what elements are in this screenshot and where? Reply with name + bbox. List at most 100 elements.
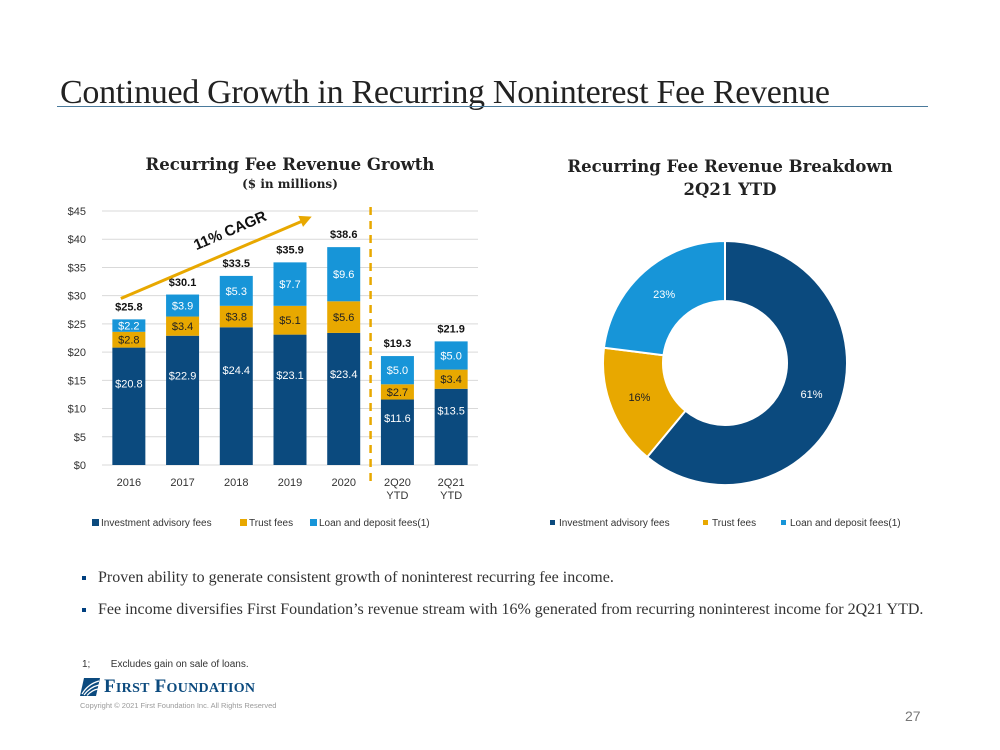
bar-value-label: $2.2 bbox=[118, 321, 139, 333]
legend-swatch bbox=[550, 520, 555, 525]
bar-chart-title: Recurring Fee Revenue Growth bbox=[145, 155, 435, 174]
bar-segment bbox=[166, 294, 200, 317]
y-tick-label: $20 bbox=[68, 347, 86, 359]
x-tick-label: 2Q21 bbox=[438, 477, 465, 489]
bar-total-label: $30.1 bbox=[169, 277, 197, 289]
bar-value-label: $5.6 bbox=[333, 312, 354, 324]
bar-chart-subtitle: ($ in millions) bbox=[242, 177, 338, 191]
bar-segment bbox=[219, 275, 253, 306]
bar-value-label: $3.4 bbox=[172, 321, 193, 333]
bar-segment bbox=[219, 305, 253, 328]
pie-chart-title-line2: 2Q21 YTD bbox=[683, 180, 777, 199]
bar-value-label: $9.6 bbox=[333, 269, 354, 281]
x-tick-label: 2018 bbox=[224, 477, 248, 489]
footnote: 1; Excludes gain on sale of loans. bbox=[82, 659, 249, 670]
pie-chart-title-line1: Recurring Fee Revenue Breakdown bbox=[567, 157, 893, 176]
page-title: Continued Growth in Recurring Noninteres… bbox=[60, 74, 830, 111]
footnote-number: 1; bbox=[82, 659, 91, 670]
bar-value-label: $3.9 bbox=[172, 301, 193, 313]
title-underline bbox=[57, 106, 928, 107]
bar-segment bbox=[273, 334, 307, 465]
bar-segment bbox=[273, 262, 307, 306]
legend-swatch bbox=[240, 519, 247, 526]
bar-value-label: $2.7 bbox=[387, 387, 408, 399]
legend-swatch bbox=[703, 520, 708, 525]
bar-value-label: $7.7 bbox=[279, 279, 300, 291]
y-tick-label: $5 bbox=[74, 432, 86, 444]
x-tick-label: YTD bbox=[386, 490, 408, 502]
legend-label: Trust fees bbox=[249, 518, 293, 529]
legend-swatch bbox=[92, 519, 99, 526]
x-tick-label: 2020 bbox=[331, 477, 355, 489]
bar-value-label: $5.3 bbox=[226, 286, 247, 298]
bar-value-label: $13.5 bbox=[437, 406, 465, 418]
bullet-text: Fee income diversifies First Foundation’… bbox=[98, 601, 924, 618]
y-tick-label: $40 bbox=[68, 234, 86, 246]
bar-value-label: $23.1 bbox=[276, 370, 304, 382]
bar-segment bbox=[327, 247, 361, 302]
bar-segment bbox=[380, 384, 414, 400]
bar-value-label: $20.8 bbox=[115, 379, 143, 391]
cagr-arrow-head-icon bbox=[298, 215, 312, 227]
bar-segment bbox=[166, 335, 200, 465]
bar-segment bbox=[380, 399, 414, 465]
cagr-annotation: 11% CAGR bbox=[191, 208, 269, 254]
bar-segment bbox=[219, 327, 253, 465]
cagr-arrow-line bbox=[120, 218, 307, 300]
company-logo: FIRST FOUNDATION bbox=[80, 676, 255, 697]
bar-total-label: $33.5 bbox=[223, 258, 251, 270]
y-tick-label: $45 bbox=[68, 206, 86, 218]
bar-segment bbox=[434, 369, 468, 389]
bar-value-label: $22.9 bbox=[169, 371, 197, 383]
bullet-item: Fee income diversifies First Foundation’… bbox=[82, 600, 932, 620]
bar-value-label: $5.0 bbox=[387, 365, 408, 377]
bar-value-label: $5.1 bbox=[279, 315, 300, 327]
copyright-text: Copyright © 2021 First Foundation Inc. A… bbox=[80, 701, 277, 710]
bullet-marker-icon bbox=[82, 608, 86, 612]
bar-total-label: $19.3 bbox=[384, 338, 412, 350]
bar-value-label: $3.4 bbox=[440, 374, 461, 386]
legend-label: Investment advisory fees bbox=[559, 518, 670, 529]
bar-segment bbox=[380, 356, 414, 385]
bar-segment bbox=[327, 301, 361, 333]
bar-value-label: $11.6 bbox=[384, 413, 411, 425]
bar-segment bbox=[112, 319, 146, 332]
legend-label: Loan and deposit fees(1) bbox=[790, 518, 901, 529]
bar-segment bbox=[273, 305, 307, 335]
footnote-text: Excludes gain on sale of loans. bbox=[110, 659, 249, 670]
legend-label: Loan and deposit fees(1) bbox=[319, 518, 430, 529]
donut-slice bbox=[602, 239, 726, 357]
y-tick-label: $25 bbox=[68, 319, 86, 331]
bullet-marker-icon bbox=[82, 576, 86, 580]
logo-mark-icon bbox=[80, 678, 100, 696]
legend-swatch bbox=[781, 520, 786, 525]
x-tick-label: YTD bbox=[440, 490, 462, 502]
donut-slice-label: 61% bbox=[801, 389, 823, 401]
bar-segment bbox=[434, 388, 468, 465]
x-tick-label: 2016 bbox=[117, 477, 141, 489]
x-tick-label: 2Q20 bbox=[384, 477, 411, 489]
bullet-list: Proven ability to generate consistent gr… bbox=[82, 568, 932, 632]
bar-segment bbox=[434, 341, 468, 370]
bar-value-label: $2.8 bbox=[118, 335, 139, 347]
bullet-text: Proven ability to generate consistent gr… bbox=[98, 569, 614, 586]
bar-value-label: $23.4 bbox=[330, 369, 358, 381]
donut-slice-label: 23% bbox=[653, 289, 675, 301]
pie-chart-title: Recurring Fee Revenue Breakdown 2Q21 YTD bbox=[540, 155, 920, 201]
y-tick-label: $0 bbox=[74, 460, 86, 472]
donut-slice bbox=[645, 239, 848, 486]
bar-segment bbox=[327, 332, 361, 465]
bar-value-label: $5.0 bbox=[440, 350, 461, 362]
x-tick-label: 2017 bbox=[170, 477, 194, 489]
y-tick-label: $35 bbox=[68, 262, 86, 274]
y-tick-label: $30 bbox=[68, 291, 86, 303]
bar-total-label: $35.9 bbox=[276, 244, 304, 256]
bar-value-label: $3.8 bbox=[226, 312, 247, 324]
x-tick-label: 2019 bbox=[278, 477, 302, 489]
legend-label: Investment advisory fees bbox=[101, 518, 212, 529]
bar-total-label: $21.9 bbox=[437, 323, 465, 335]
bar-segment bbox=[112, 331, 146, 348]
bar-total-label: $38.6 bbox=[330, 229, 358, 241]
